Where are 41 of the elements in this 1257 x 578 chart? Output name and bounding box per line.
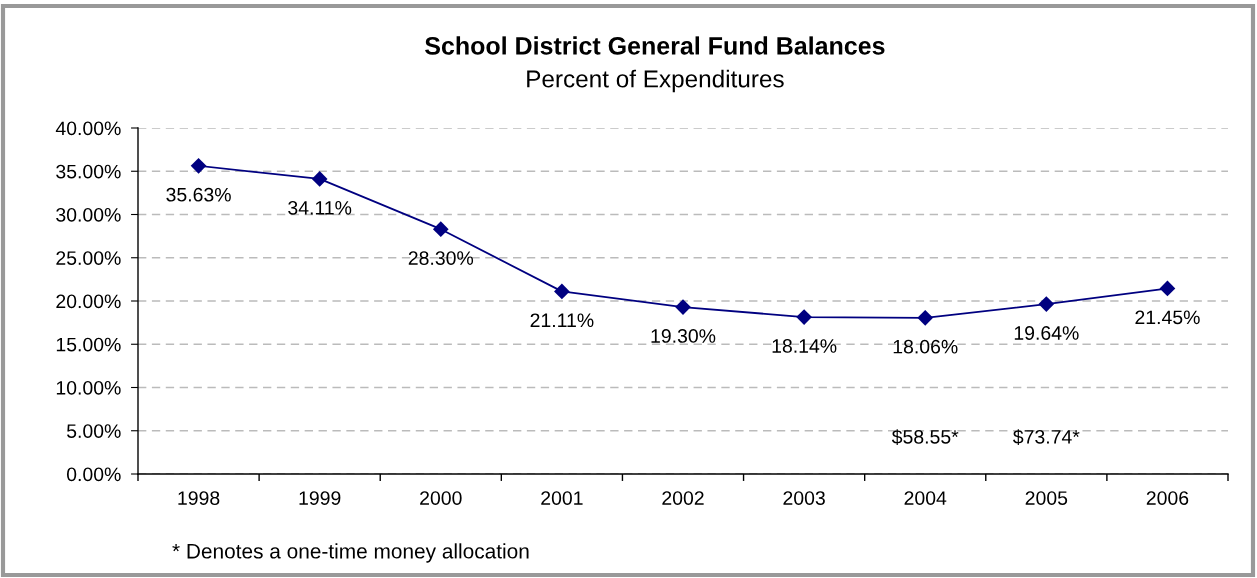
data-label: 34.11% [288,200,352,215]
point [917,309,934,326]
data-label: 19.64% [1014,326,1079,340]
y-tick-label: 20.00% [56,294,121,309]
x-tick-label: 2003 [783,491,825,505]
y-tick-label: 25.00% [56,251,121,265]
x-tick-label: 1998 [178,491,220,505]
chart-subtitle: Percent of Expenditures [527,69,784,93]
y-tick-label: 0.00% [66,467,121,482]
point [432,221,449,238]
data-label: 19.30% [651,329,716,343]
x-tick-label: 2006 [1146,491,1189,505]
x-tick-label: 2001 [541,491,583,505]
x-tick-label: 2000 [420,491,462,505]
point [190,157,207,174]
data-label: 18.14% [772,339,837,353]
data-label: 35.63% [166,187,231,202]
point [311,171,328,187]
point [1159,280,1176,297]
data-label: 21.11% [530,313,594,328]
point [1038,296,1055,312]
data-label: 28.30% [408,251,474,265]
x-tick-label: 1999 [299,491,341,505]
point [796,309,812,325]
x-tick-label: 2005 [1025,491,1068,505]
x-tick-label: 2004 [904,491,947,505]
y-tick-label: 40.00% [55,121,121,136]
chart-title: School District General Fund Balances [425,36,885,55]
y-tick-label: 30.00% [56,207,121,222]
point [554,283,570,300]
data-label: 18.06% [893,339,958,354]
text: * Denotes a one-time money allocation [172,543,529,563]
annotation: $73.74* [1013,429,1080,445]
y-tick-label: 10.00% [56,380,121,395]
y-tick-label: 35.00% [56,164,121,179]
y-tick-label: 15.00% [56,337,121,352]
y-tick-label: 5.00% [66,424,121,438]
annotation: $58.55* [891,429,959,445]
point [675,299,691,315]
data-label: 21.45% [1135,310,1200,325]
x-tick-label: 2002 [662,491,704,505]
